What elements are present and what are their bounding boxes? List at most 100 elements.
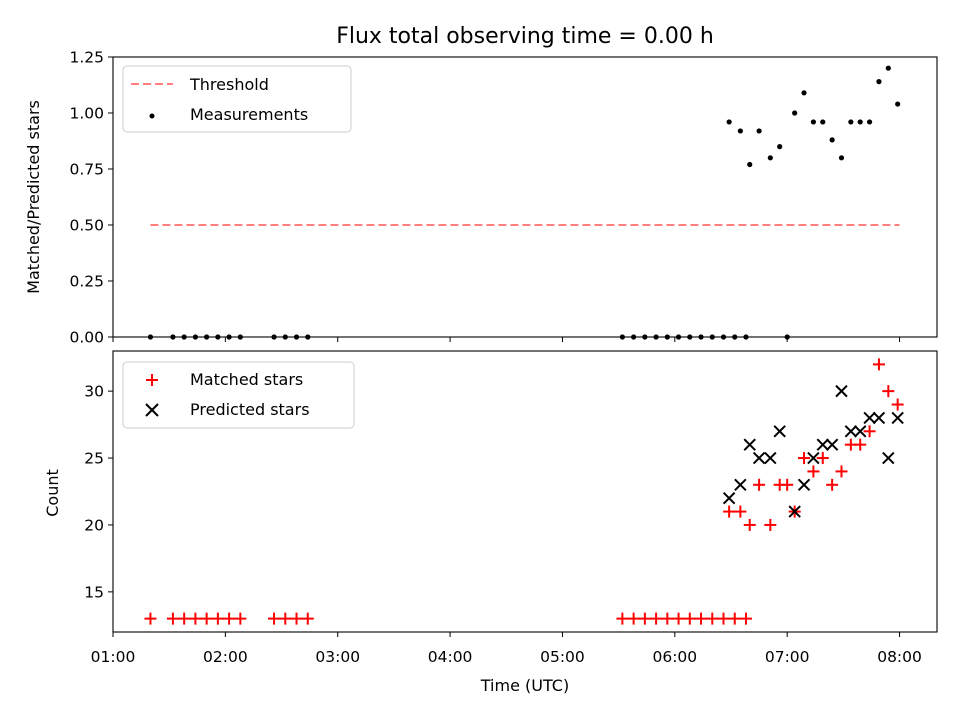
predicted-star-marker bbox=[764, 451, 777, 465]
predicted-star-stroke-b bbox=[743, 438, 756, 451]
top-y-tick-label: 0.75 bbox=[69, 161, 104, 179]
matched-star-marker bbox=[189, 612, 202, 625]
matched-star-marker bbox=[753, 478, 766, 491]
matched-star-marker bbox=[764, 518, 777, 531]
predicted-star-marker bbox=[743, 438, 756, 451]
matched-star-marker bbox=[891, 398, 904, 411]
predicted-legend-label: Predicted stars bbox=[190, 400, 310, 419]
measurement-point bbox=[737, 128, 743, 134]
x-tick-label: 06:00 bbox=[652, 648, 697, 666]
predicted-star-stroke-b bbox=[773, 425, 786, 438]
predicted-star-stroke-b bbox=[788, 505, 801, 518]
matched-star-marker bbox=[728, 612, 741, 625]
matched-star-marker bbox=[781, 478, 794, 491]
bottom-y-tick-label: 25 bbox=[84, 450, 104, 468]
predicted-star-marker bbox=[825, 438, 839, 451]
predicted-star-stroke-b bbox=[764, 451, 777, 465]
matched-star-marker bbox=[650, 612, 663, 625]
measurement-point bbox=[829, 137, 835, 143]
top-y-tick-label: 0.00 bbox=[69, 329, 104, 347]
matched-star-marker bbox=[695, 612, 708, 625]
predicted-star-marker bbox=[891, 411, 904, 425]
bottom-y-tick-label: 15 bbox=[84, 583, 104, 601]
matched-star-marker bbox=[872, 358, 885, 371]
predicted-star-stroke-b bbox=[891, 411, 904, 425]
matched-star-marker bbox=[826, 478, 839, 491]
matched-star-marker bbox=[683, 612, 696, 625]
predicted-star-marker bbox=[882, 451, 895, 465]
predicted-star-stroke-b bbox=[752, 451, 766, 465]
predicted-star-stroke-b bbox=[872, 411, 886, 425]
matched-star-marker bbox=[816, 452, 829, 465]
predicted-star-marker bbox=[835, 384, 848, 398]
measurement-point bbox=[820, 119, 826, 125]
chart-title: Flux total observing time = 0.00 h bbox=[336, 24, 714, 49]
bottom-y-axis-label: Count bbox=[43, 469, 62, 517]
measurement-point bbox=[801, 90, 807, 96]
measurements-legend-label: Measurements bbox=[190, 105, 308, 124]
measurements-legend-swatch bbox=[149, 113, 155, 119]
measurement-point bbox=[726, 119, 732, 125]
predicted-star-stroke-b bbox=[844, 425, 858, 438]
matched-star-marker bbox=[178, 612, 191, 625]
top-axes-frame bbox=[112, 56, 938, 338]
bottom-panel: Count Time (UTC) Matched stars Predicted… bbox=[43, 350, 938, 695]
predicted-star-stroke-b bbox=[816, 438, 829, 451]
matched-star-marker bbox=[723, 505, 736, 518]
bottom-axes-frame bbox=[112, 350, 938, 633]
measurement-point bbox=[767, 155, 773, 161]
measurement-point bbox=[848, 119, 854, 125]
measurement-point bbox=[810, 119, 817, 125]
matched-star-marker bbox=[290, 612, 303, 625]
x-tick-label: 05:00 bbox=[540, 648, 585, 666]
measurement-point bbox=[885, 65, 891, 71]
predicted-star-marker bbox=[844, 425, 858, 438]
matched-legend-swatch bbox=[146, 374, 158, 386]
predicted-star-stroke-b bbox=[882, 451, 895, 465]
predicted-star-marker bbox=[752, 451, 766, 465]
matched-star-marker bbox=[279, 612, 292, 625]
matched-star-marker bbox=[301, 612, 314, 625]
bottom-y-tick-label: 30 bbox=[84, 383, 104, 401]
matched-star-marker bbox=[268, 612, 281, 625]
matched-star-marker bbox=[661, 612, 674, 625]
predicted-star-stroke-b bbox=[807, 451, 820, 465]
top-y-tick-label: 0.50 bbox=[69, 217, 104, 235]
predicted-star-marker bbox=[773, 425, 786, 438]
x-tick-label: 03:00 bbox=[315, 648, 360, 666]
matched-star-marker bbox=[835, 465, 848, 478]
top-y-tick-label: 0.25 bbox=[69, 273, 104, 291]
top-y-axis-label: Matched/Predicted stars bbox=[24, 100, 43, 294]
predicted-star-stroke-b bbox=[825, 438, 839, 451]
measurement-point bbox=[756, 128, 762, 134]
measurement-point bbox=[876, 79, 882, 85]
x-axis-label: Time (UTC) bbox=[480, 676, 569, 695]
matched-star-marker bbox=[144, 612, 157, 625]
matched-star-marker bbox=[211, 612, 224, 625]
measurement-point bbox=[777, 144, 783, 150]
matched-star-marker bbox=[798, 452, 811, 465]
predicted-star-stroke-b bbox=[797, 478, 811, 492]
matched-star-marker bbox=[854, 438, 867, 451]
measurement-point bbox=[792, 110, 798, 116]
matched-star-marker bbox=[616, 612, 629, 625]
x-tick-label: 02:00 bbox=[203, 648, 248, 666]
top-panel: Flux total observing time = 0.00 h Match… bbox=[24, 24, 938, 340]
x-tick-label: 07:00 bbox=[765, 648, 810, 666]
predicted-star-marker bbox=[788, 505, 801, 518]
top-y-tick-label: 1.00 bbox=[69, 105, 104, 123]
bottom-plot-area bbox=[144, 358, 904, 625]
x-tick-label: 04:00 bbox=[428, 648, 473, 666]
predicted-legend-swatch bbox=[145, 403, 159, 417]
predicted-star-marker bbox=[734, 478, 747, 492]
matched-star-marker bbox=[166, 612, 179, 625]
predicted-star-marker bbox=[797, 478, 811, 492]
matched-star-marker bbox=[627, 612, 640, 625]
predicted-star-marker bbox=[807, 451, 820, 465]
x-tick-label: 08:00 bbox=[877, 648, 922, 666]
measurement-point bbox=[895, 101, 901, 107]
matched-star-marker bbox=[223, 612, 236, 625]
predicted-star-marker bbox=[722, 491, 736, 505]
measurement-point bbox=[747, 161, 753, 168]
